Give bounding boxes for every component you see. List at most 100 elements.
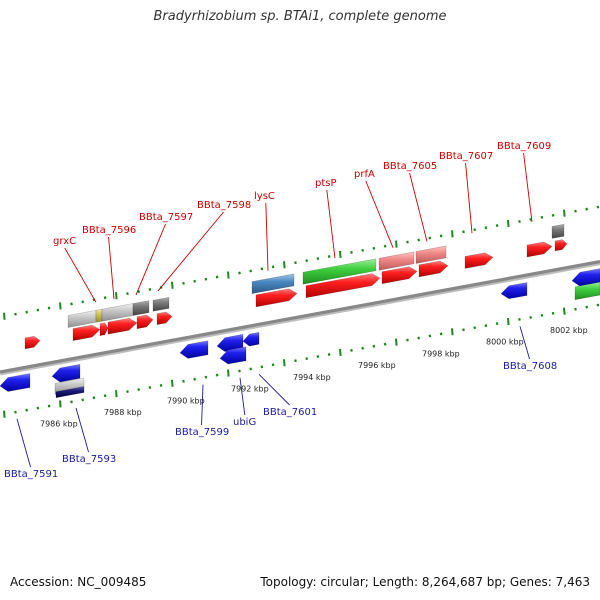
forward-gene — [418, 260, 449, 278]
upper-scale-major-tick — [227, 271, 230, 279]
upper-scale-minor-tick — [271, 265, 275, 269]
lower-scale-minor-tick — [193, 377, 197, 381]
gene-callout-line — [108, 236, 115, 300]
upper-scale-minor-tick — [148, 288, 152, 291]
upper-scale-minor-tick — [103, 296, 107, 300]
lower-scale-minor-tick — [585, 305, 589, 309]
lower-scale-minor-tick — [327, 353, 331, 356]
forward-gene — [305, 273, 381, 299]
lower-scale-minor-tick — [361, 346, 365, 350]
gene-callout-line — [64, 247, 97, 303]
forward-gene — [464, 252, 494, 269]
lower-scale-minor-tick — [137, 388, 141, 392]
lower-scale-minor-tick — [383, 342, 387, 346]
upper-scale-minor-tick — [551, 213, 555, 217]
upper-scale-major-tick — [451, 230, 454, 238]
upper-scale-minor-tick — [249, 269, 253, 273]
reverse-gene — [219, 346, 247, 365]
upper-scale-minor-tick — [540, 215, 544, 219]
accession-text: Accession: NC_009485 — [10, 575, 147, 589]
lower-scale-major-tick — [171, 379, 174, 387]
upper-scale-minor-tick — [137, 290, 141, 294]
upper-scale-minor-tick — [47, 306, 51, 310]
reverse-gene — [571, 268, 600, 287]
pseudo-gene — [551, 223, 565, 239]
gene-label-top: BBta_7597 — [139, 212, 193, 223]
upper-scale-minor-tick — [372, 246, 376, 250]
upper-scale-minor-tick — [316, 257, 320, 261]
upper-scale-minor-tick — [14, 312, 17, 316]
upper-scale-minor-tick — [585, 207, 589, 211]
upper-scale-major-tick — [563, 209, 566, 217]
lower-scale-minor-tick — [551, 311, 555, 315]
upper-scale-minor-tick — [25, 310, 29, 314]
upper-scale-minor-tick — [305, 259, 309, 263]
scale-label: 7994 kbp — [293, 373, 331, 382]
lower-scale-major-tick — [563, 307, 566, 315]
rna-gene — [574, 281, 600, 301]
upper-scale-major-tick — [3, 312, 6, 320]
upper-scale-minor-tick — [473, 228, 477, 232]
scale-label: 7986 kbp — [40, 420, 78, 429]
misc-feature — [251, 273, 295, 294]
gene-callout-line — [239, 377, 246, 416]
reverse-gene — [242, 331, 260, 347]
lower-scale-major-tick — [3, 410, 6, 418]
upper-scale-minor-tick — [518, 220, 521, 223]
gene-label-bottom: BBta_7593 — [62, 454, 116, 465]
gene-label-top: grxC — [53, 236, 76, 247]
lower-scale-minor-tick — [14, 410, 17, 414]
lower-scale-minor-tick — [417, 336, 421, 340]
gene-callout-line — [201, 384, 204, 426]
lower-scale-major-tick — [227, 369, 230, 377]
reverse-gene — [0, 373, 31, 392]
topology-text: Topology: circular; Length: 8,264,687 bp… — [260, 575, 590, 589]
forward-gene — [526, 241, 553, 258]
lower-scale-major-tick — [283, 359, 286, 367]
forward-gene — [255, 288, 298, 308]
upper-scale-major-tick — [507, 219, 510, 228]
upper-scale-minor-tick — [204, 277, 208, 281]
gene-label-top: BBta_7598 — [197, 200, 251, 211]
upper-scale-minor-tick — [70, 302, 73, 306]
gene-label-bottom: ubiG — [233, 417, 256, 428]
upper-scale-minor-tick — [215, 275, 219, 279]
lower-scale-minor-tick — [148, 386, 152, 389]
reverse-gene — [51, 363, 81, 383]
upper-scale-minor-tick — [81, 300, 85, 304]
upper-scale-major-tick — [59, 302, 62, 310]
lower-scale-minor-tick — [473, 326, 477, 330]
upper-scale-minor-tick — [428, 236, 432, 240]
pseudo-gene — [415, 245, 447, 264]
gene-callout-line — [523, 152, 533, 223]
lower-scale-major-tick — [59, 400, 62, 408]
lower-scale-major-tick — [115, 390, 118, 398]
upper-scale-minor-tick — [406, 240, 409, 244]
lower-scale-minor-tick — [428, 334, 432, 338]
scale-label: 7998 kbp — [422, 349, 460, 358]
upper-scale-major-tick — [395, 240, 398, 248]
lower-scale-minor-tick — [238, 369, 241, 373]
gene-label-top: BBta_7596 — [82, 225, 136, 236]
gene-callout-line — [265, 202, 269, 271]
upper-scale-minor-tick — [294, 261, 297, 265]
upper-scale-minor-tick — [260, 267, 264, 271]
gene-label-top: ptsP — [315, 178, 337, 189]
scale-label: 8000 kbp — [486, 338, 524, 347]
gene-label-bottom: BBta_7601 — [263, 407, 317, 418]
forward-gene — [381, 266, 418, 285]
lower-scale-major-tick — [395, 338, 398, 346]
gene-label-bottom: BBta_7599 — [175, 427, 229, 438]
forward-gene — [554, 239, 568, 252]
upper-scale-minor-tick — [529, 217, 533, 221]
forward-gene — [156, 311, 173, 325]
lower-scale-major-tick — [507, 317, 510, 326]
gene-callout-line — [135, 223, 166, 296]
lower-scale-minor-tick — [215, 373, 219, 377]
misc-feature — [95, 308, 103, 323]
gene-label-top: BBta_7605 — [383, 161, 437, 172]
gene-label-top: BBta_7609 — [497, 141, 551, 152]
lower-scale-minor-tick — [372, 344, 376, 348]
upper-scale-major-tick — [283, 261, 286, 269]
